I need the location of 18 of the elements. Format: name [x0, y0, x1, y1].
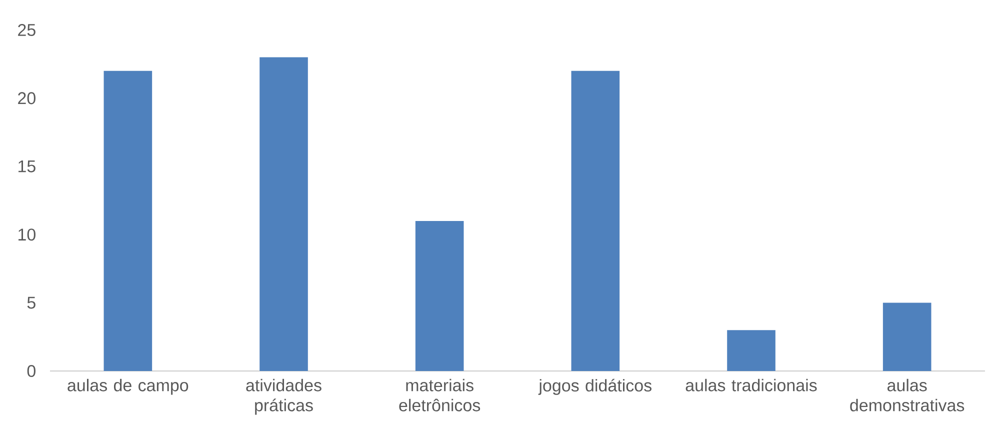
y-tick-label: 25: [18, 24, 36, 36]
bar: [727, 330, 776, 371]
bar: [882, 302, 932, 371]
x-tick-label: atividades práticas: [246, 378, 322, 415]
y-tick-label: 20: [18, 92, 36, 104]
y-tick-label: 0: [27, 364, 36, 378]
bar: [260, 57, 308, 371]
y-tick-label: 15: [18, 160, 36, 172]
x-tick-label: materiais eletrônicos: [399, 378, 480, 412]
x-tick-label: aulas demonstrativas: [850, 378, 964, 412]
x-tick-label: jogos didáticos: [538, 378, 652, 395]
x-tick-label: aulas tradicionais: [686, 378, 817, 392]
x-tick-label: aulas de campo: [68, 378, 188, 395]
bar: [415, 220, 464, 371]
bar: [571, 70, 620, 371]
y-tick-label: 10: [18, 228, 36, 241]
bar: [104, 70, 152, 371]
y-tick-label: 5: [27, 296, 36, 309]
